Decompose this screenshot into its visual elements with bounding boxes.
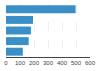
svg-text:100: 100 bbox=[15, 60, 26, 66]
svg-text:300: 300 bbox=[43, 60, 54, 66]
svg-text:400: 400 bbox=[57, 60, 68, 66]
svg-text:500: 500 bbox=[71, 60, 82, 66]
svg-text:200: 200 bbox=[29, 60, 40, 66]
svg-text:0: 0 bbox=[4, 60, 8, 66]
svg-text:600: 600 bbox=[85, 60, 96, 66]
